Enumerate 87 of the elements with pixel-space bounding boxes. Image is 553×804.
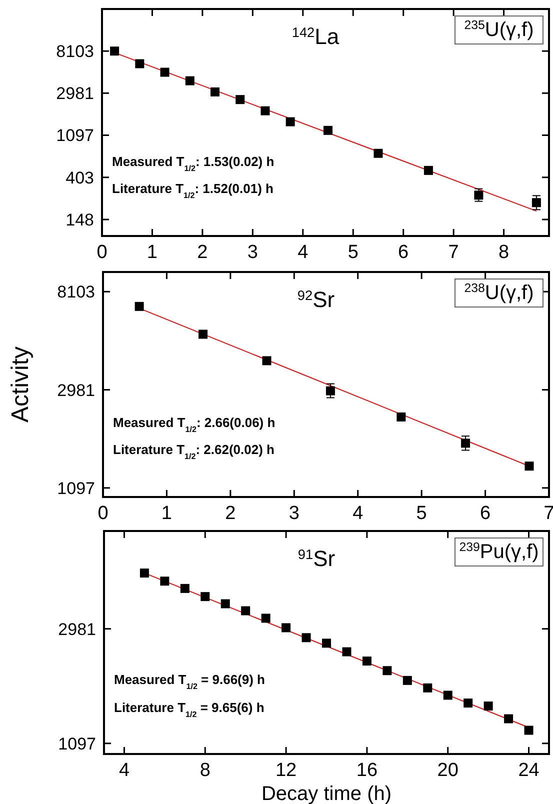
y-tick-label: 2981 [58,620,96,639]
x-tick-label: 3 [288,503,300,524]
point [423,683,432,692]
y-tick-label: 1097 [56,126,94,146]
point [185,76,194,86]
y-tick-label: 1097 [58,734,96,754]
point [443,690,452,700]
annotation: $^{239}$Pu(γ,f) [459,540,539,563]
point [261,614,270,623]
point [322,638,331,648]
point [382,666,392,676]
point [210,87,220,96]
point [198,330,208,339]
x-tick-label: 2 [225,503,236,524]
x-tick-label: 1 [146,242,158,263]
annotation: $^{91}$Sr [298,546,336,571]
x-tick-label: 4 [352,503,364,524]
x-tick-label: 7 [544,503,553,524]
x-tick-label: 8 [498,242,510,263]
point [140,568,149,578]
x-tick-label: 7 [448,242,459,263]
x-axis-title: Decay time (h) [261,783,392,804]
annotation: $^{142}$La [292,24,340,49]
y-tick-label: 148 [66,210,94,230]
x-tick-label: 5 [416,503,427,524]
point [461,438,470,448]
point [504,714,514,724]
x-tick-label: 16 [356,760,378,781]
point [262,356,272,366]
y-tick-label: 8103 [56,42,94,62]
point [134,302,144,311]
point [524,462,534,471]
y-tick-label: 8103 [57,282,95,302]
x-tick-label: 5 [348,242,358,263]
point [135,59,144,68]
annotation: Literature T$_{1/2}$: 2.62(0.02) h [113,442,275,460]
point [200,592,210,602]
x-tick-label: 24 [518,760,540,781]
annotation: $^{235}$U(γ,f) [464,18,534,41]
y-tick-label: 2981 [57,380,95,400]
point [474,190,484,200]
x-tick-label: 20 [437,760,458,781]
annotation: Measured T$_{1/2}$: 2.66(0.06) h [113,415,276,434]
point [362,656,372,666]
point [236,95,245,104]
x-tick-label: 1 [161,503,172,524]
point [180,584,190,593]
y-axis-title: Activity [7,346,34,423]
x-tick-label: 6 [480,503,491,524]
point [241,606,250,616]
point [396,412,406,422]
y-tick-label: 2981 [56,84,94,104]
point [260,106,270,116]
point [302,633,311,642]
x-tick-label: 0 [98,503,108,524]
point [342,647,352,656]
x-tick-label: 4 [298,242,309,263]
point [424,166,433,175]
x-tick-label: 0 [96,242,108,263]
x-tick-label: 3 [247,242,258,263]
point [286,117,295,126]
point [464,698,473,708]
x-tick-label: 4 [118,760,130,781]
y-tick-label: 403 [66,168,94,188]
annotation: Measured T$_{1/2}$ = 9.66(9) h [114,672,266,690]
point [524,726,534,735]
point [282,623,291,632]
point [160,576,170,586]
annotation: Literature T$_{1/2}$ = 9.65(6) h [114,700,264,718]
point [220,599,230,608]
x-tick-label: 6 [398,242,409,263]
annotation: $^{92}$Sr [297,287,335,312]
point [160,68,170,77]
point [324,126,333,135]
annotation: $^{238}$U(γ,f) [464,281,534,304]
point [374,148,383,158]
x-tick-label: 8 [200,760,210,781]
point [402,676,412,685]
point [484,702,493,711]
x-tick-label: 2 [197,242,208,263]
x-tick-label: 12 [275,760,297,781]
point [326,386,335,396]
point [532,198,541,208]
annotation: Literature T$_{1/2}$: 1.52(0.01) h [112,181,274,200]
y-tick-label: 1097 [57,478,95,498]
annotation: Measured T$_{1/2}$: 1.53(0.02) h [112,154,274,172]
point [110,46,120,56]
